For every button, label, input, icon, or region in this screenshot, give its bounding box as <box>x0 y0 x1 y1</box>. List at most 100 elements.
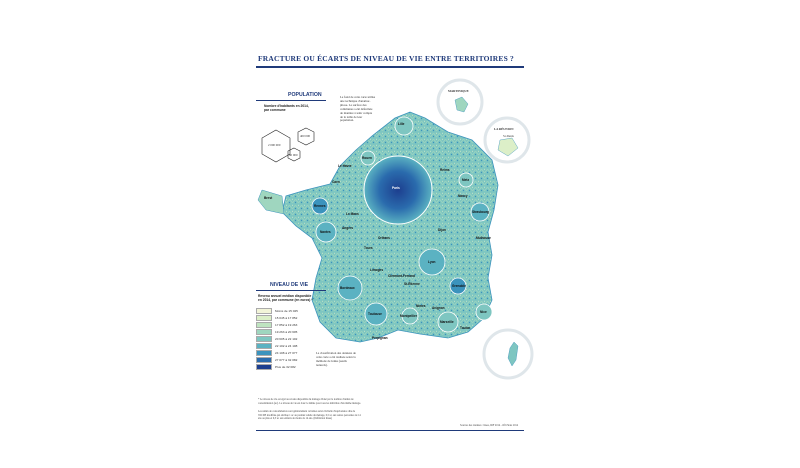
method-note-line: Le fond de cette carte utilise <box>340 95 376 99</box>
legend-swatch <box>256 329 272 335</box>
city-label: Angers <box>342 226 353 230</box>
hex-medium <box>297 127 315 146</box>
city-label: Mulhouse <box>476 236 491 240</box>
hex-label-large: 2 000 000 <box>268 143 281 147</box>
legend-swatch <box>256 357 272 363</box>
city-label: Rennes <box>314 204 326 208</box>
city-label: Bordeaux <box>340 286 355 290</box>
legend-swatch <box>256 336 272 342</box>
city-label: Nantes <box>320 230 331 234</box>
legend-row: Plus de 32 082 <box>256 364 296 370</box>
method-note-line: de la taille de leur <box>340 114 363 119</box>
legend-row: 19 263 à 20 605 <box>256 329 297 335</box>
rennes-bubble <box>311 197 329 215</box>
city-label: Brest <box>264 196 273 200</box>
classification-note-line: naturels). <box>316 362 328 367</box>
montpellier-bubble <box>401 307 419 325</box>
reunion-island <box>497 137 519 157</box>
population-subtitle-1: Nombre d'habitants en 2014, <box>264 104 309 108</box>
hex-small <box>287 147 301 162</box>
city-label: Lille <box>398 122 405 126</box>
martinique-label: MARTINIQUE <box>448 89 469 93</box>
population-subtitle-2: par commune <box>264 108 286 112</box>
legend-swatch <box>256 350 272 356</box>
classification-note-line: La classification des données de <box>316 351 356 355</box>
grenoble-bubble <box>449 277 467 295</box>
marseille-bubble <box>437 311 459 333</box>
city-label: St-Étienne <box>404 282 420 286</box>
rouen-bubble <box>360 150 376 166</box>
toulouse-bubble <box>364 302 388 326</box>
legend-row: 22 102 à 24 108 <box>256 343 297 349</box>
lille-bubble <box>394 116 414 136</box>
legend-row: 20 605 à 22 102 <box>256 336 297 342</box>
city-label: Montpellier <box>400 314 418 318</box>
classification-note-line: méthode de Jenks (seuils <box>316 358 347 363</box>
city-label: Grenoble <box>452 284 466 288</box>
city-label: Paris <box>392 186 400 190</box>
city-label: Dijon <box>438 228 446 232</box>
legend-label: 17 852 à 19 263 <box>275 323 298 327</box>
classification-note-line: cette carte a été réalisée selon la <box>316 354 356 359</box>
title-rule <box>256 66 524 68</box>
france-cartogram <box>281 111 499 343</box>
city-label: Avignon <box>432 306 445 310</box>
hex-label-small: 80 000 <box>289 153 298 157</box>
source-credit: Sources des données : Insee, IRF 2014 - … <box>460 424 518 427</box>
legend-label: Plus de 32 082 <box>275 365 296 369</box>
bottom-rule <box>256 430 524 431</box>
reunion-city-label: St-Denis <box>503 134 514 138</box>
footnote-line: ans ou plus et 0,3 uc aux enfants de moi… <box>258 417 333 421</box>
corsica-island <box>507 341 519 367</box>
method-note-line: communes a été déformée <box>340 106 373 111</box>
paris-bubble <box>363 155 433 225</box>
city-label: Nancy <box>458 194 468 198</box>
footnote-line: consommation (uc). Le niveau de vie est … <box>258 401 361 405</box>
city-label: Orléans <box>378 236 390 240</box>
legend-swatch <box>256 308 272 314</box>
metz-bubble <box>458 172 474 188</box>
method-note-line: une technique d'anamor- <box>340 98 371 103</box>
legend-swatch <box>256 343 272 349</box>
legend-row: 24 108 à 27 077 <box>256 350 297 356</box>
method-note-line: de manière à tenir compte <box>340 110 373 115</box>
city-label: Marseille <box>440 320 454 324</box>
city-label: Strasbourg <box>472 210 490 214</box>
footnote-line: * Le niveau de vie est égal au revenu di… <box>258 398 354 401</box>
footnote-1: * Le niveau de vie est égal au revenu di… <box>258 398 528 405</box>
city-label: Lyon <box>428 260 436 264</box>
corsica-inset <box>482 328 534 380</box>
population-heading-rule <box>256 100 326 101</box>
city-label: Clermont-Ferrand <box>388 274 415 278</box>
hex-large <box>261 129 291 163</box>
legend-label: 20 605 à 22 102 <box>275 337 298 341</box>
method-note-line: phose. La surface des <box>340 102 367 107</box>
legend-label: 24 108 à 27 077 <box>275 351 298 355</box>
legend-row: Moins de 15 045 <box>256 308 298 314</box>
city-label: Nice <box>480 310 487 314</box>
brittany-region <box>257 189 285 215</box>
population-heading: POPULATION <box>288 92 322 98</box>
legend-swatch <box>256 322 272 328</box>
legend-row: 17 852 à 19 263 <box>256 322 297 328</box>
city-label: Le Mans <box>346 212 359 216</box>
city-label: Toulon <box>460 326 471 330</box>
nice-bubble <box>475 303 493 321</box>
footnote-line: Les unités de consommation sont générale… <box>258 410 356 413</box>
martinique-island <box>454 96 469 113</box>
city-label: Caen <box>332 180 340 184</box>
lyon-bubble <box>418 248 446 276</box>
city-label: Rouen <box>362 156 372 160</box>
page-title: FRACTURE OU ÉCARTS DE NIVEAU DE VIE ENTR… <box>258 54 514 63</box>
niveau-subtitle-1: Revenu annuel médian disponible <box>258 294 312 298</box>
method-note: Le fond de cette carte utilise une techn… <box>340 95 400 123</box>
classification-note: La classification des données de cette c… <box>316 351 376 368</box>
strasbourg-bubble <box>470 202 490 222</box>
city-label: Le Havre <box>338 164 352 168</box>
legend-row: 15 045 à 17 852 <box>256 315 297 321</box>
city-label: Tours <box>364 246 373 250</box>
nantes-bubble <box>315 221 337 243</box>
bordeaux-bubble <box>337 275 363 301</box>
